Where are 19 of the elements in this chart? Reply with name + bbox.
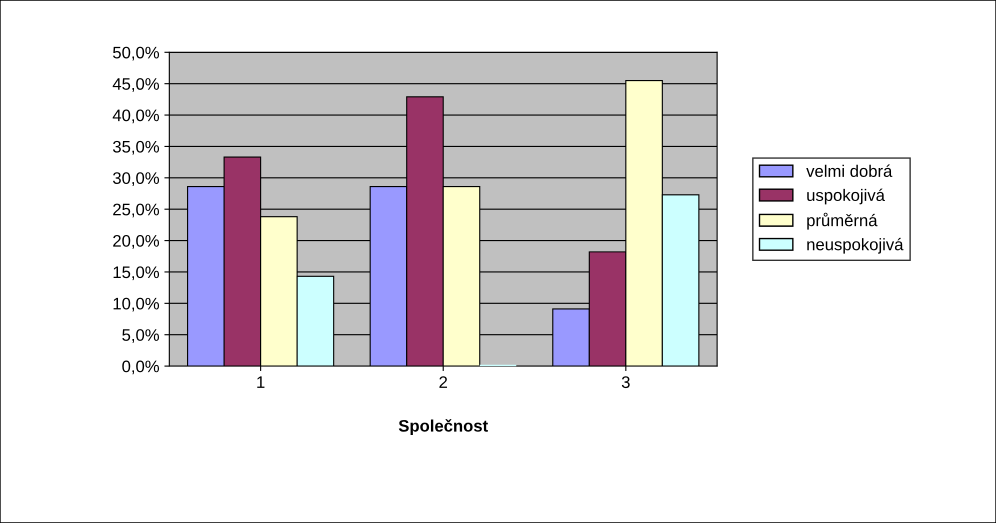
x-tick-label: 3 <box>622 376 630 388</box>
legend-label: průměrná <box>807 212 878 230</box>
legend-label: neuspokojivá <box>807 238 904 254</box>
y-tick-label: 30,0% <box>112 172 160 186</box>
x-axis-title: Společnost <box>398 419 488 436</box>
x-tick-label: 1 <box>257 376 264 388</box>
y-tick-label: 50,0% <box>113 46 160 60</box>
legend-label: uspokojivá <box>807 188 885 204</box>
x-tick-label: 2 <box>439 376 448 388</box>
y-tick-label: 15,0% <box>114 266 160 280</box>
legend-label: velmi dobrá <box>806 164 892 177</box>
y-tick-label: 0,0% <box>122 360 160 374</box>
y-tick-label: 20,0% <box>113 234 160 249</box>
y-tick-label: 25,0% <box>113 204 160 218</box>
y-tick-label: 5,0% <box>122 329 160 343</box>
y-tick-label: 45,0% <box>112 78 160 92</box>
y-tick-label: 35,0% <box>112 140 160 155</box>
y-tick-label: 10,0% <box>114 298 160 312</box>
y-tick-label: 40,0% <box>112 109 160 124</box>
